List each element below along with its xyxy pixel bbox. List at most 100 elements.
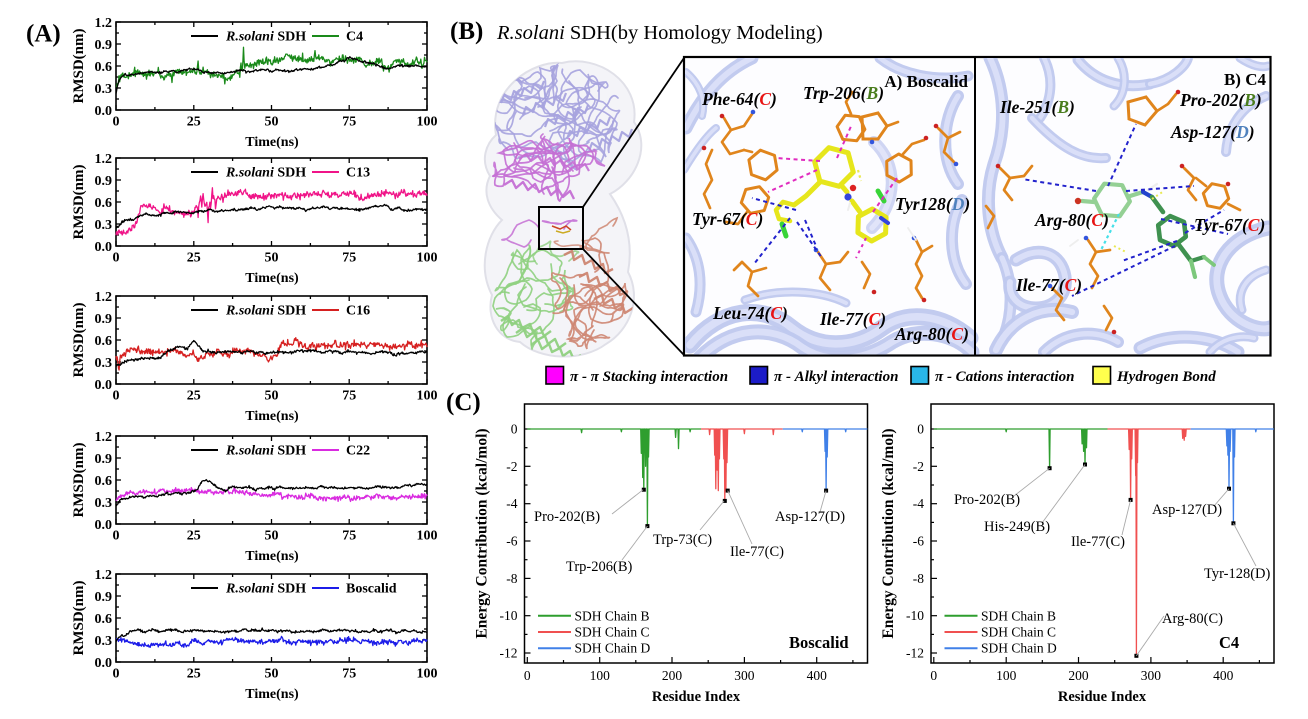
svg-text:Asp-127(D): Asp-127(D)	[775, 509, 845, 525]
svg-text:(C): (C)	[446, 389, 481, 416]
svg-text:50: 50	[265, 667, 279, 682]
svg-text:Pro-202(B): Pro-202(B)	[1179, 90, 1262, 110]
svg-text:0.9: 0.9	[95, 174, 113, 189]
svg-text:75: 75	[342, 251, 356, 266]
svg-text:100: 100	[417, 667, 438, 682]
svg-text:0: 0	[113, 115, 120, 130]
svg-text:Time(ns): Time(ns)	[245, 549, 299, 564]
svg-text:SDH Chain C: SDH Chain C	[981, 625, 1056, 640]
svg-text:25: 25	[187, 251, 201, 266]
svg-text:0: 0	[113, 529, 120, 544]
svg-text:RMSD(nm): RMSD(nm)	[71, 165, 87, 240]
svg-text:Pro-202(B): Pro-202(B)	[534, 509, 600, 525]
svg-text:Residue Index: Residue Index	[1058, 689, 1147, 705]
svg-text:R.solani SDH: R.solani SDH	[225, 166, 306, 181]
svg-text:200: 200	[1068, 668, 1089, 683]
svg-text:R.solani SDH(by Homology Model: R.solani SDH(by Homology Modeling)	[496, 22, 823, 44]
svg-text:25: 25	[187, 529, 201, 544]
svg-text:200: 200	[662, 668, 683, 683]
svg-text:RMSD(nm): RMSD(nm)	[71, 303, 87, 378]
svg-text:75: 75	[342, 529, 356, 544]
svg-text:Asp-127(D): Asp-127(D)	[1170, 122, 1255, 142]
svg-text:0: 0	[524, 668, 531, 683]
svg-text:0.6: 0.6	[95, 334, 113, 349]
svg-text:Pro-202(B): Pro-202(B)	[954, 492, 1020, 508]
svg-text:1.2: 1.2	[95, 16, 113, 31]
svg-text:0.9: 0.9	[95, 312, 113, 327]
svg-text:Arg-80(C): Arg-80(C)	[1162, 611, 1223, 627]
svg-text:Phe-64(C): Phe-64(C)	[701, 89, 777, 109]
svg-text:25: 25	[187, 667, 201, 682]
svg-text:(B): (B)	[450, 18, 483, 45]
svg-text:C4: C4	[346, 30, 363, 45]
svg-text:1.2: 1.2	[95, 290, 113, 305]
svg-text:0.9: 0.9	[95, 590, 113, 605]
svg-text:1.2: 1.2	[95, 152, 113, 167]
svg-text:Time(ns): Time(ns)	[245, 135, 299, 150]
svg-text:0.3: 0.3	[95, 634, 113, 649]
svg-text:100: 100	[417, 389, 438, 404]
svg-text:Trp-73(C): Trp-73(C)	[653, 532, 712, 548]
svg-text:300: 300	[734, 668, 755, 683]
svg-text:Tyr-67(C): Tyr-67(C)	[1194, 215, 1265, 235]
svg-text:Ile-77(C): Ile-77(C)	[819, 309, 886, 329]
svg-text:0.3: 0.3	[95, 82, 113, 97]
svg-text:Trp-206(B): Trp-206(B)	[803, 83, 884, 103]
svg-text:0.9: 0.9	[95, 38, 113, 53]
svg-text:0.6: 0.6	[95, 612, 113, 627]
svg-text:-12: -12	[500, 646, 518, 661]
svg-text:0.3: 0.3	[95, 356, 113, 371]
svg-text:π - Alkyl interaction: π - Alkyl interaction	[774, 369, 898, 385]
svg-text:400: 400	[807, 668, 828, 683]
svg-text:Ile-77(C): Ile-77(C)	[1015, 275, 1082, 295]
svg-text:Tyr128(D): Tyr128(D)	[895, 194, 970, 214]
svg-text:A) Boscalid: A) Boscalid	[884, 72, 968, 91]
svg-text:π - Cations interaction: π - Cations interaction	[935, 369, 1074, 385]
svg-text:Arg-80(C): Arg-80(C)	[894, 324, 969, 344]
svg-text:0: 0	[113, 389, 120, 404]
svg-text:C16: C16	[346, 304, 370, 319]
svg-text:SDH Chain C: SDH Chain C	[575, 625, 650, 640]
svg-text:100: 100	[417, 529, 438, 544]
svg-text:π - π Stacking interaction: π - π Stacking interaction	[570, 369, 728, 385]
svg-text:(A): (A)	[26, 21, 61, 48]
svg-text:0: 0	[113, 667, 120, 682]
svg-text:RMSD(nm): RMSD(nm)	[71, 29, 87, 104]
svg-text:SDH Chain D: SDH Chain D	[575, 641, 651, 656]
svg-text:0: 0	[930, 668, 937, 683]
svg-text:-6: -6	[506, 534, 517, 549]
svg-text:25: 25	[187, 115, 201, 130]
svg-text:R.solani SDH: R.solani SDH	[225, 30, 306, 45]
svg-text:50: 50	[265, 115, 279, 130]
svg-text:75: 75	[342, 667, 356, 682]
svg-text:Ile-251(B): Ile-251(B)	[999, 97, 1075, 117]
svg-text:100: 100	[996, 668, 1017, 683]
svg-text:His-249(B): His-249(B)	[984, 519, 1050, 535]
svg-text:SDH Chain D: SDH Chain D	[981, 641, 1057, 656]
svg-text:-2: -2	[913, 459, 924, 474]
svg-text:-10: -10	[906, 608, 924, 623]
svg-text:Tyr-128(D): Tyr-128(D)	[1204, 566, 1271, 582]
svg-text:0.0: 0.0	[95, 378, 113, 393]
svg-text:0.3: 0.3	[95, 496, 113, 511]
svg-text:75: 75	[342, 115, 356, 130]
svg-text:-4: -4	[506, 496, 517, 511]
svg-text:0.0: 0.0	[95, 518, 113, 533]
svg-text:0: 0	[113, 251, 120, 266]
svg-text:Energy Contribution (kcal/mol): Energy Contribution (kcal/mol)	[474, 428, 491, 638]
svg-text:C13: C13	[346, 166, 370, 181]
svg-text:Leu-74(C): Leu-74(C)	[712, 303, 788, 323]
svg-text:0.6: 0.6	[95, 474, 113, 489]
svg-text:Trp-206(B): Trp-206(B)	[566, 559, 633, 575]
svg-text:R.solani SDH: R.solani SDH	[225, 582, 306, 597]
svg-text:25: 25	[187, 389, 201, 404]
svg-text:RMSD(nm): RMSD(nm)	[71, 581, 87, 656]
svg-text:SDH Chain B: SDH Chain B	[981, 608, 1056, 623]
svg-text:Boscalid: Boscalid	[346, 582, 397, 597]
svg-text:300: 300	[1141, 668, 1162, 683]
svg-text:Ile-77(C): Ile-77(C)	[730, 544, 784, 560]
svg-text:400: 400	[1213, 668, 1234, 683]
svg-text:0.6: 0.6	[95, 60, 113, 75]
svg-text:Asp-127(D): Asp-127(D)	[1152, 502, 1222, 518]
svg-text:R.solani SDH: R.solani SDH	[225, 444, 306, 459]
